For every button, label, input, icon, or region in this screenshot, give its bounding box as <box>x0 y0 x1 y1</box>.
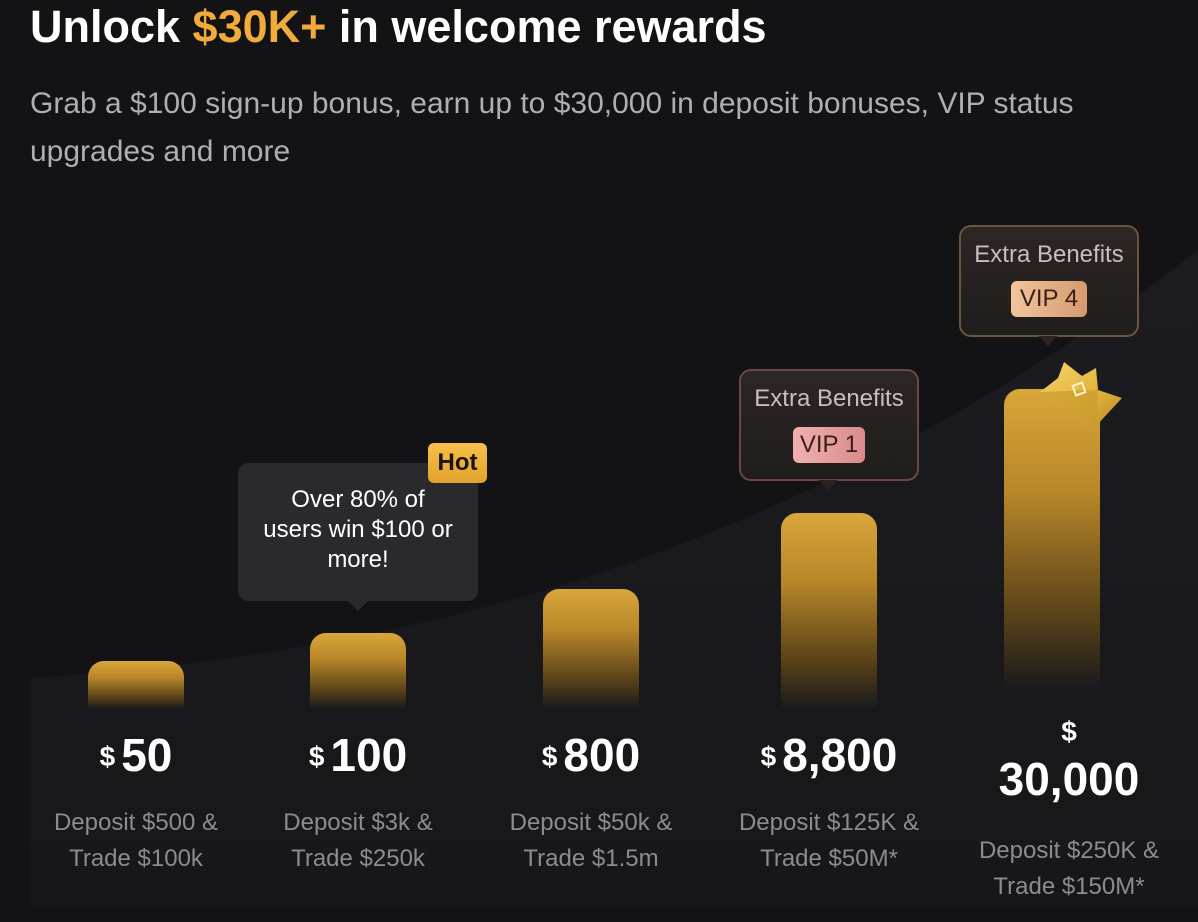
tooltip-line-2: users win $100 or <box>263 516 453 543</box>
currency-symbol: $ <box>1061 716 1077 747</box>
currency-symbol: $ <box>308 741 325 772</box>
reward-bar-50 <box>88 661 184 709</box>
reward-bar-8800 <box>781 513 877 709</box>
crown-icon <box>1040 362 1122 426</box>
requirement-line-1: Deposit $500 & <box>53 809 219 836</box>
extra-benefits-title: Extra Benefits <box>974 241 1124 268</box>
reward-amount-100: $100 <box>258 728 458 782</box>
reward-bar-800 <box>543 589 639 709</box>
title-suffix: in welcome rewards <box>326 1 767 52</box>
page-title: Unlock $30K+ in welcome rewards <box>30 2 767 52</box>
reward-amount-30000: $ 30,000 <box>954 712 1184 806</box>
requirement-line-2: Trade $1.5m <box>523 845 659 872</box>
requirement-line-1: Deposit $125K & <box>738 809 920 836</box>
vip-level-badge: VIP 1 <box>793 427 865 463</box>
requirement-line-2: Trade $250k <box>291 845 425 872</box>
amount-value: 800 <box>563 729 641 781</box>
extra-benefits-vip1-card: Extra Benefits VIP 1 <box>739 369 919 481</box>
hot-badge: Hot <box>428 443 487 483</box>
reward-requirement-800: Deposit $50k & Trade $1.5m <box>481 805 701 877</box>
popular-tier-tooltip: Over 80% of users win $100 or more! <box>238 463 478 611</box>
reward-bar-30000 <box>1004 389 1100 689</box>
vip-level-badge: VIP 4 <box>1011 281 1087 317</box>
currency-symbol: $ <box>541 741 558 772</box>
reward-requirement-100: Deposit $3k & Trade $250k <box>248 805 468 877</box>
tooltip-arrow <box>347 600 369 611</box>
reward-bar-100 <box>310 633 406 709</box>
requirement-line-2: Trade $150M* <box>993 873 1145 900</box>
extra-benefits-vip4-card: Extra Benefits VIP 4 <box>959 225 1139 337</box>
requirement-line-1: Deposit $3k & <box>283 809 433 836</box>
reward-requirement-30000: Deposit $250K & Trade $150M* <box>954 833 1184 905</box>
requirement-line-2: Trade $100k <box>69 845 203 872</box>
extra-benefits-title: Extra Benefits <box>754 385 904 412</box>
tooltip-line-1: Over 80% of <box>291 486 425 513</box>
requirement-line-2: Trade $50M* <box>760 845 898 872</box>
reward-amount-8800: $8,800 <box>714 728 944 782</box>
amount-value: 30,000 <box>998 753 1140 805</box>
requirement-line-1: Deposit $250K & <box>978 837 1160 864</box>
amount-value: 8,800 <box>782 729 898 781</box>
currency-symbol: $ <box>99 741 116 772</box>
requirement-line-1: Deposit $50k & <box>509 809 673 836</box>
reward-amount-800: $800 <box>491 728 691 782</box>
title-accent: $30K+ <box>192 1 327 52</box>
amount-value: 50 <box>121 729 173 781</box>
amount-value: 100 <box>330 729 408 781</box>
tooltip-line-3: more! <box>327 546 389 573</box>
reward-amount-50: $50 <box>36 728 236 782</box>
title-prefix: Unlock <box>30 1 193 52</box>
benefit-arrow <box>1038 336 1058 346</box>
tooltip-text: Over 80% of users win $100 or more! <box>238 485 478 575</box>
benefit-arrow <box>818 480 838 490</box>
reward-requirement-8800: Deposit $125K & Trade $50M* <box>714 805 944 877</box>
reward-requirement-50: Deposit $500 & Trade $100k <box>26 805 246 877</box>
page-subtitle: Grab a $100 sign-up bonus, earn up to $3… <box>30 87 1074 168</box>
currency-symbol: $ <box>760 741 777 772</box>
